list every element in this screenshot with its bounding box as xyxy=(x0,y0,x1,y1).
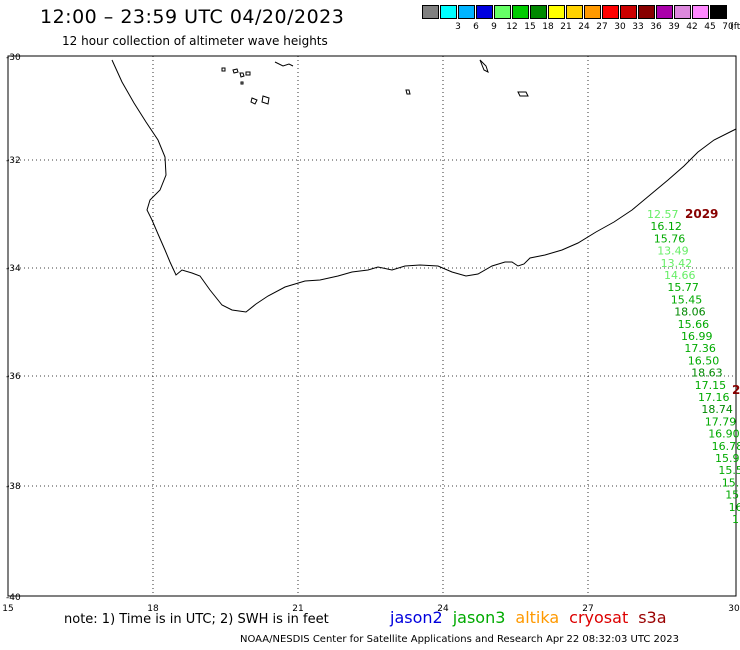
wave-height-value: 16.99 xyxy=(681,330,713,343)
wave-height-value: 18.06 xyxy=(674,306,706,319)
legend-swatch xyxy=(512,5,529,19)
legend-label: 12 xyxy=(506,22,518,32)
map-title: 12:00 – 23:59 UTC 04/20/2023 xyxy=(40,6,345,28)
wave-height-value: 15.94 xyxy=(715,452,740,465)
lat-label: -40 xyxy=(6,593,21,603)
legend-swatch xyxy=(458,5,475,19)
legend-swatch xyxy=(710,5,727,19)
wave-height-value: 16.50 xyxy=(688,354,720,367)
islands xyxy=(221,59,529,105)
wave-height-value: 15.76 xyxy=(654,232,686,245)
legend-swatch xyxy=(422,5,439,19)
legend-swatch xyxy=(692,5,709,19)
legend-swatch xyxy=(638,5,655,19)
wave-height-value: 15.59 xyxy=(718,464,740,477)
legend-swatch xyxy=(494,5,511,19)
wave-height-value: 12.57 xyxy=(647,208,679,221)
wave-height-value: 14.66 xyxy=(664,269,696,282)
lon-label: 15 xyxy=(2,604,13,614)
lon-label: 21 xyxy=(292,604,303,614)
lat-label: -34 xyxy=(6,264,21,274)
legend-swatch xyxy=(656,5,673,19)
wave-height-value: 1 xyxy=(732,513,739,526)
lon-label: 24 xyxy=(437,604,449,614)
wave-height-value: 17.15 xyxy=(695,379,727,392)
satellite-jason3: jason3 xyxy=(452,608,506,627)
wave-height-value: 13.49 xyxy=(657,245,689,258)
wave-height-value: 17.16 xyxy=(698,391,730,404)
wave-height-value: 18.63 xyxy=(691,367,723,380)
legend-swatch xyxy=(548,5,565,19)
legend-label: 42 xyxy=(686,22,698,32)
wave-height-value: 16.12 xyxy=(650,220,682,233)
lon-label: 27 xyxy=(582,604,593,614)
legend-label: 45 xyxy=(704,22,716,32)
wave-height-value: 15.5 xyxy=(722,476,740,489)
legend-label: 15 xyxy=(524,22,536,32)
legend-swatch xyxy=(602,5,619,19)
wave-height-value: 17.36 xyxy=(684,342,716,355)
wave-height-value: 18.74 xyxy=(701,403,733,416)
legend-label: 9 xyxy=(491,22,497,32)
altimeter-track: 12.5716.1215.7613.4913.4214.6615.7715.45… xyxy=(647,208,740,526)
satellite-legend: jason2 jason3 altika cryosat s3a xyxy=(390,608,677,627)
wave-height-value: 17.79 xyxy=(705,415,737,428)
satellite-altika: altika xyxy=(515,608,560,627)
legend-label: 6 xyxy=(473,22,479,32)
latitude-labels: -30 -32 -34 -36 -38 -40 xyxy=(6,53,21,603)
legend-swatch xyxy=(584,5,601,19)
legend-swatch xyxy=(566,5,583,19)
wave-height-value: 16 xyxy=(729,501,740,514)
satellite-cryosat: cryosat xyxy=(569,608,629,627)
lon-label: 18 xyxy=(147,604,159,614)
wave-height-value: 15. xyxy=(725,489,740,502)
legend-label: 30 xyxy=(614,22,626,32)
footer-credit: NOAA/NESDIS Center for Satellite Applica… xyxy=(240,634,679,645)
map-frame xyxy=(7,55,737,597)
lat-label: -30 xyxy=(6,53,21,63)
track-time-label: 2029 xyxy=(685,207,718,221)
wave-height-value: 16.78 xyxy=(712,440,740,453)
legend-label: 18 xyxy=(542,22,554,32)
lat-label: -36 xyxy=(6,372,21,382)
wave-height-value: 16.90 xyxy=(708,428,740,441)
legend-swatch xyxy=(476,5,493,19)
lon-label: 30 xyxy=(728,604,740,614)
track-time-label-2: 2 xyxy=(732,383,740,397)
legend-label: 21 xyxy=(560,22,572,32)
satellite-jason2: jason2 xyxy=(390,608,443,627)
note-text: note: 1) Time is in UTC; 2) SWH is in fe… xyxy=(64,612,329,627)
graticule xyxy=(8,56,736,596)
legend-swatch xyxy=(530,5,547,19)
legend-label: 27 xyxy=(596,22,608,32)
legend-label: 33 xyxy=(632,22,644,32)
legend-swatch xyxy=(674,5,691,19)
lat-label: -32 xyxy=(6,156,21,166)
legend-unit: (ft) xyxy=(730,22,740,32)
wave-height-value: 15.77 xyxy=(667,281,699,294)
legend-swatch xyxy=(620,5,637,19)
legend-label: 70 xyxy=(722,22,734,32)
wave-height-value: 15.45 xyxy=(671,293,703,306)
legend-label: 36 xyxy=(650,22,662,32)
legend-label: 3 xyxy=(455,22,461,32)
coastline xyxy=(111,59,737,313)
wave-height-value: 13.42 xyxy=(661,257,693,270)
map-subtitle: 12 hour collection of altimeter wave hei… xyxy=(62,34,328,48)
legend-label: 39 xyxy=(668,22,680,32)
satellite-s3a: s3a xyxy=(638,608,667,627)
lat-label: -38 xyxy=(6,482,21,492)
legend-label: 24 xyxy=(578,22,590,32)
legend-swatch xyxy=(440,5,457,19)
wave-height-value: 15.66 xyxy=(678,318,710,331)
longitude-labels: 15 18 21 24 27 30 xyxy=(2,604,740,614)
